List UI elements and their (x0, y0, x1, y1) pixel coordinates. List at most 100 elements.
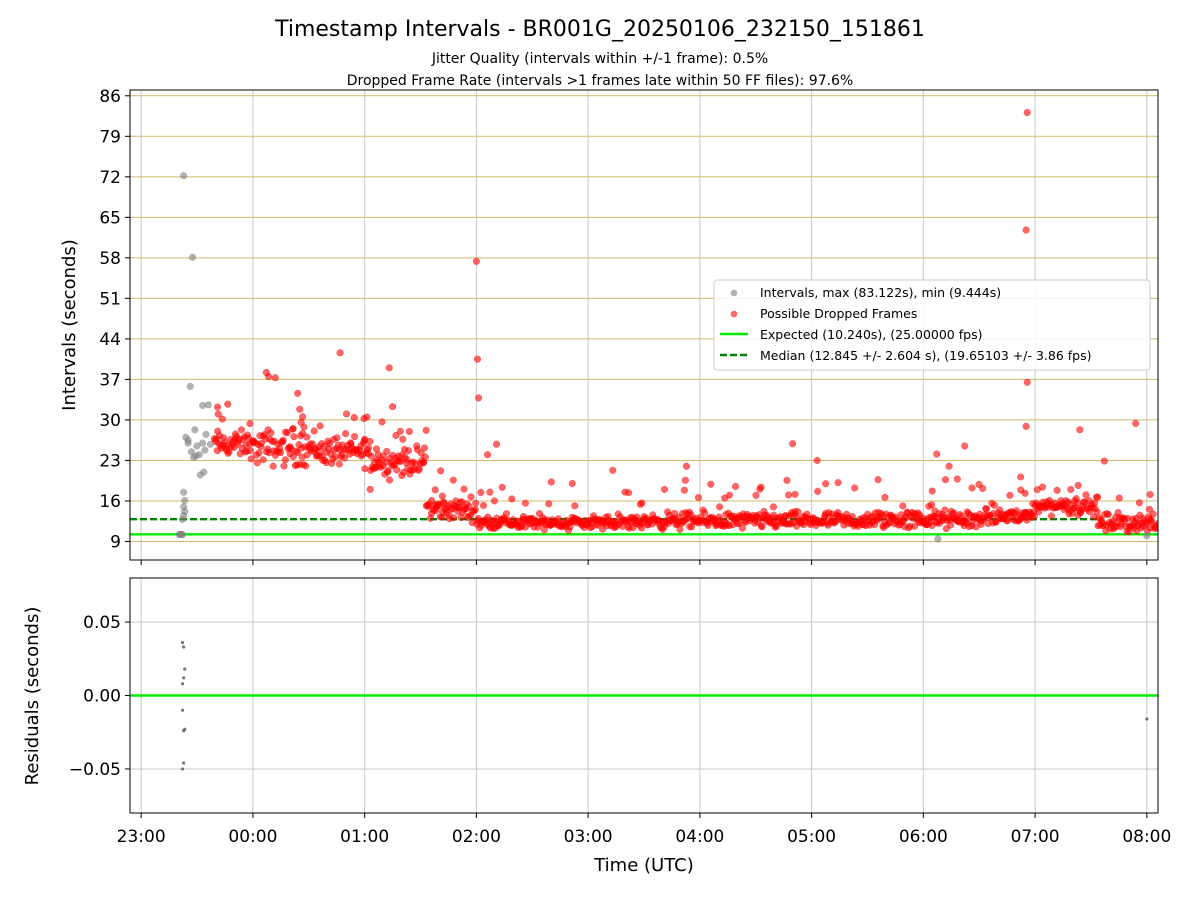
dropped-frame-point (1022, 422, 1030, 430)
legend-median-label: Median (12.845 +/- 2.604 s), (19.65103 +… (760, 348, 1091, 363)
x-tick-label: 00:00 (228, 827, 277, 847)
chart-title: Timestamp Intervals - BR001G_20250106_23… (274, 17, 925, 42)
dropped-frame-point (783, 476, 791, 484)
intervals-marks (130, 109, 1158, 543)
dropped-frame-point (472, 257, 480, 265)
interval-point (189, 253, 197, 261)
dropped-frame-point (342, 430, 350, 438)
dropped-frame-point (385, 364, 393, 372)
dropped-frame-point (224, 400, 232, 408)
dropped-frame-point (725, 491, 734, 499)
dropped-frame-point (449, 476, 457, 484)
intervals-y-tick-label: 9 (110, 532, 121, 552)
residuals-y-tick-label: 0.05 (83, 613, 121, 633)
intervals-y-tick-label: 23 (99, 451, 121, 471)
dropped-frame-point (682, 462, 691, 470)
residuals-y-tick-label: 0.00 (83, 687, 121, 707)
residuals-marks (130, 641, 1158, 771)
dropped-frame-point (881, 493, 889, 501)
dropped-frame-point (1146, 490, 1154, 499)
dropped-frame-point (910, 522, 919, 530)
dropped-frame-point (392, 431, 400, 440)
dropped-frame-point (361, 435, 369, 443)
intervals-x-ticks (140, 560, 1148, 565)
x-tick-label: 08:00 (1122, 827, 1171, 847)
interval-point (180, 172, 188, 180)
dropped-frame-point (299, 413, 307, 421)
dropped-frame-point (758, 523, 766, 531)
dropped-frame-point (794, 508, 802, 516)
dropped-frame-point (473, 355, 482, 363)
dropped-frame-point (947, 521, 955, 529)
interval-point (199, 439, 207, 447)
dropped-frame-point (431, 486, 439, 494)
dropped-frame-point (237, 426, 246, 434)
dropped-frame-point (246, 447, 254, 455)
dropped-frame-point (294, 448, 302, 457)
dropped-frame-point (834, 479, 842, 487)
intervals-grid (130, 90, 1158, 560)
residuals-panel: −0.05 0.00 0.05 23:00 00:00 01:00 02:00 03:00 0… (22, 577, 1171, 876)
residuals-y-tick-label: −0.05 (69, 760, 121, 780)
intervals-y-ticks: 9 16 23 30 37 44 51 58 65 72 79 86 (99, 87, 130, 552)
dropped-frame-point (475, 394, 483, 402)
dropped-frame-point (502, 510, 510, 518)
dropped-frame-point (350, 433, 359, 441)
dropped-frame-point (874, 476, 882, 484)
dropped-frame-point (290, 433, 298, 441)
dropped-frame-point (731, 482, 740, 491)
dropped-frame-point (486, 488, 494, 496)
dropped-frame-point (609, 466, 617, 474)
dropped-frame-point (680, 486, 688, 494)
dropped-frame-point (1067, 485, 1075, 494)
dropped-frame-point (1076, 426, 1084, 434)
dropped-frame-point (1082, 491, 1090, 499)
dropped-frame-point (1006, 491, 1014, 499)
legend-intervals-marker (730, 289, 738, 297)
dropped-frame-point (933, 450, 941, 458)
dropped-frame-point (372, 445, 380, 453)
dropped-frame-point (269, 462, 277, 470)
dropped-frame-point (1030, 512, 1038, 520)
dropped-frame-point (814, 487, 822, 495)
dropped-frame-point (769, 503, 777, 511)
dropped-frame-point (757, 483, 765, 491)
interval-point (1143, 532, 1151, 540)
intervals-y-tick-label: 58 (99, 249, 121, 269)
dropped-frame-point (378, 418, 386, 426)
dropped-frame-point (218, 415, 226, 423)
dropped-frame-point (521, 499, 529, 507)
dropped-frame-point (1093, 508, 1101, 516)
dropped-frame-point (1149, 510, 1157, 518)
dropped-frame-point (365, 444, 373, 452)
dropped-frame-point (789, 440, 797, 448)
legend-dropped-label: Possible Dropped Frames (760, 306, 917, 321)
dropped-frame-point (302, 462, 310, 470)
residual-point (182, 729, 186, 733)
dropped-frame-point (253, 459, 261, 467)
interval-point (202, 430, 210, 438)
dropped-frame-point (1145, 505, 1154, 513)
x-tick-label: 02:00 (452, 827, 501, 847)
dropped-frame-point (385, 476, 394, 484)
dropped-frame-point (333, 434, 341, 442)
dropped-frame-point (701, 509, 709, 517)
dropped-frame-point (813, 456, 821, 464)
legend-box (713, 279, 1151, 371)
dropped-frame-point (316, 422, 324, 430)
dropped-frame-point (300, 423, 308, 431)
dropped-frame-point (363, 413, 371, 421)
intervals-y-tick-label: 79 (99, 127, 121, 147)
dropped-frame-point (1132, 419, 1140, 427)
interval-point (184, 439, 192, 447)
interval-point (180, 488, 188, 496)
intervals-y-tick-label: 44 (99, 330, 121, 350)
interval-point (178, 515, 187, 524)
interval-point (201, 446, 209, 454)
intervals-y-tick-label: 37 (99, 370, 121, 390)
dropped-frame-point (350, 414, 358, 422)
dropped-frame-point (738, 524, 746, 532)
interval-point (193, 442, 201, 450)
interval-point (192, 452, 200, 460)
